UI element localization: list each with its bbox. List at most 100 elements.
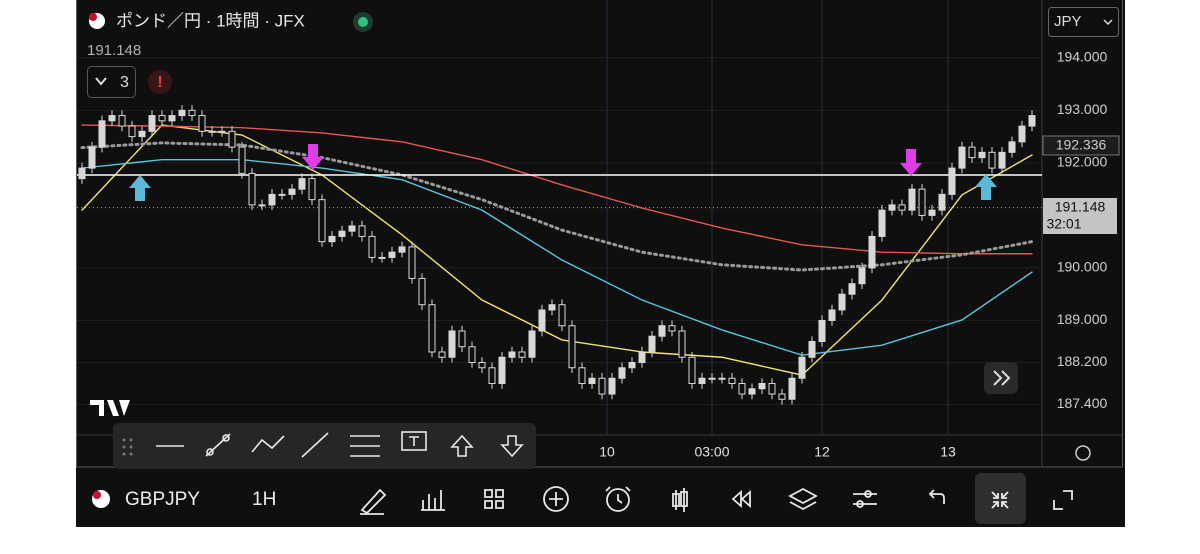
candle-body xyxy=(728,377,736,385)
y-tick-label: 190.000 xyxy=(1057,259,1108,275)
alert-count: 3 xyxy=(120,74,129,91)
fullscreen-icon[interactable] xyxy=(1053,490,1073,510)
alerts-toggle[interactable] xyxy=(87,66,136,98)
candle-body xyxy=(598,377,606,395)
candle-body xyxy=(1018,125,1026,143)
chevron xyxy=(1103,19,1113,26)
last-price: 191.148 xyxy=(1055,199,1106,215)
draw-icon[interactable] xyxy=(360,488,387,515)
collapse-icon[interactable] xyxy=(991,491,1009,509)
tool-text[interactable] xyxy=(401,431,427,451)
tool-fib[interactable] xyxy=(350,435,380,457)
chart-type-icon[interactable] xyxy=(672,488,688,512)
tool-arrow-up[interactable] xyxy=(450,434,474,457)
candle-body xyxy=(298,178,306,190)
y-tick-label: 189.000 xyxy=(1057,311,1108,327)
candle-body xyxy=(908,188,916,211)
add-icon[interactable] xyxy=(543,486,569,512)
y-tick-label: 192.000 xyxy=(1057,154,1108,170)
flag-icon xyxy=(93,491,101,499)
candle-body xyxy=(238,146,246,174)
candle-body xyxy=(358,225,366,237)
candle-body xyxy=(648,335,656,353)
sell-signal xyxy=(302,144,324,170)
candle-body xyxy=(988,151,996,169)
candle-body xyxy=(208,130,216,133)
tool-path[interactable] xyxy=(251,435,285,453)
candle-body xyxy=(718,377,726,380)
candle-body xyxy=(508,351,516,358)
active-button[interactable] xyxy=(975,473,1026,524)
candle-body xyxy=(318,199,326,243)
tool-trend[interactable] xyxy=(205,433,231,457)
candle-body xyxy=(178,109,186,117)
tv-logo xyxy=(90,400,130,416)
replay-icon[interactable] xyxy=(731,490,751,508)
indicators-icon[interactable] xyxy=(421,490,445,511)
candle-body xyxy=(658,325,666,337)
candle-body xyxy=(428,304,436,353)
candle-body xyxy=(338,230,346,237)
candle-body xyxy=(768,383,776,395)
candle-body xyxy=(288,188,296,195)
last-price-box xyxy=(1043,198,1117,234)
y-tick-label: 193.000 xyxy=(1057,101,1108,117)
candle-body xyxy=(548,304,556,311)
currency-select[interactable] xyxy=(1048,7,1119,37)
settings-icon[interactable] xyxy=(1075,445,1091,461)
candle-body xyxy=(518,351,526,358)
y-tick-label: 194.000 xyxy=(1057,48,1108,64)
candle-body xyxy=(128,125,136,138)
drawing-toolbar xyxy=(113,423,536,469)
candle-body xyxy=(788,377,796,400)
candle-body xyxy=(738,383,746,395)
candle-body xyxy=(588,377,596,385)
candle-body xyxy=(228,130,236,148)
candle-body xyxy=(148,115,156,132)
candle-body xyxy=(368,235,376,258)
undo-icon[interactable] xyxy=(928,489,945,504)
plot-area xyxy=(77,105,1042,405)
chart-frame xyxy=(76,0,1123,468)
candle-body xyxy=(328,235,336,243)
candle-body xyxy=(558,304,566,327)
currency: JPY xyxy=(1054,13,1082,30)
candle-body xyxy=(748,388,756,395)
candle-body xyxy=(438,351,446,358)
candle-body xyxy=(938,193,946,211)
candle-body xyxy=(168,115,176,122)
bottom-symbol[interactable]: GBPJPY xyxy=(125,489,200,510)
x-tick-label: 03:00 xyxy=(694,444,729,460)
layers-icon[interactable] xyxy=(788,487,818,511)
buy-signal xyxy=(129,175,151,201)
bottom-interval[interactable]: 1H xyxy=(252,489,276,510)
warning-icon[interactable] xyxy=(148,70,172,94)
candle-body xyxy=(798,356,806,379)
candle-body xyxy=(638,351,646,364)
scroll-icon xyxy=(993,370,1011,386)
candle-body xyxy=(808,340,816,358)
candle-body xyxy=(978,151,986,159)
candle-body xyxy=(868,235,876,269)
candle-body xyxy=(838,293,846,311)
layout-icon[interactable] xyxy=(484,489,504,509)
candle-body xyxy=(118,115,126,127)
candle-body xyxy=(348,225,356,232)
candle-body xyxy=(498,356,506,385)
candle-body xyxy=(278,193,286,196)
ma-price-box xyxy=(1042,135,1120,156)
candle-body xyxy=(408,246,416,279)
candle-body xyxy=(378,256,386,259)
tool-arrow-down[interactable] xyxy=(500,435,524,458)
candle-body xyxy=(758,383,766,390)
candle-body xyxy=(88,146,96,169)
candle-body xyxy=(608,377,616,395)
candle-body xyxy=(568,325,576,369)
alert-icon[interactable] xyxy=(606,488,630,512)
candle-body xyxy=(678,330,686,358)
tool-ray[interactable] xyxy=(301,432,329,458)
grid xyxy=(77,0,1042,435)
candle-body xyxy=(1008,141,1016,153)
market-status xyxy=(358,17,368,27)
sell-signal xyxy=(900,149,922,176)
